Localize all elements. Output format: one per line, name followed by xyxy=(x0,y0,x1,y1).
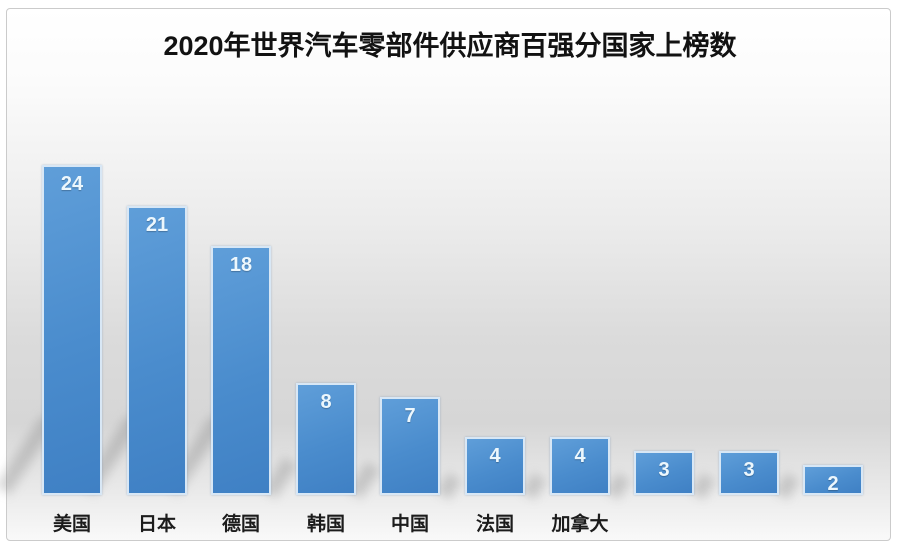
bar: 4 xyxy=(550,437,610,495)
bar-value-label: 21 xyxy=(145,214,169,236)
bar-value-label: 7 xyxy=(404,405,416,427)
bar: 21 xyxy=(127,206,187,495)
bar: 18 xyxy=(211,246,271,495)
bar-value-label: 4 xyxy=(489,445,501,467)
bar-value-label: 8 xyxy=(320,391,332,413)
chart-title: 2020年世界汽车零部件供应商百强分国家上榜数 xyxy=(163,31,737,61)
bar-value-label: 18 xyxy=(229,254,253,276)
bar-value-label: 2 xyxy=(827,473,839,495)
bar: 8 xyxy=(296,383,356,495)
category-label: 韩国 xyxy=(306,514,345,535)
category-label: 日本 xyxy=(137,514,176,535)
category-label: 德国 xyxy=(221,514,260,535)
bar-value-label: 24 xyxy=(60,173,84,195)
bar-value-label: 3 xyxy=(658,459,670,481)
bar: 2 xyxy=(803,465,863,495)
bar: 3 xyxy=(719,451,779,495)
category-label: 加拿大 xyxy=(551,514,609,535)
category-label: 美国 xyxy=(52,514,91,535)
bar: 4 xyxy=(465,437,525,495)
category-label: 中国 xyxy=(390,514,429,535)
bar-value-label: 3 xyxy=(743,459,755,481)
bar-value-label: 4 xyxy=(574,445,586,467)
bar: 7 xyxy=(380,397,440,495)
category-label: 法国 xyxy=(475,514,514,535)
bar: 3 xyxy=(634,451,694,495)
bar: 24 xyxy=(42,165,102,495)
